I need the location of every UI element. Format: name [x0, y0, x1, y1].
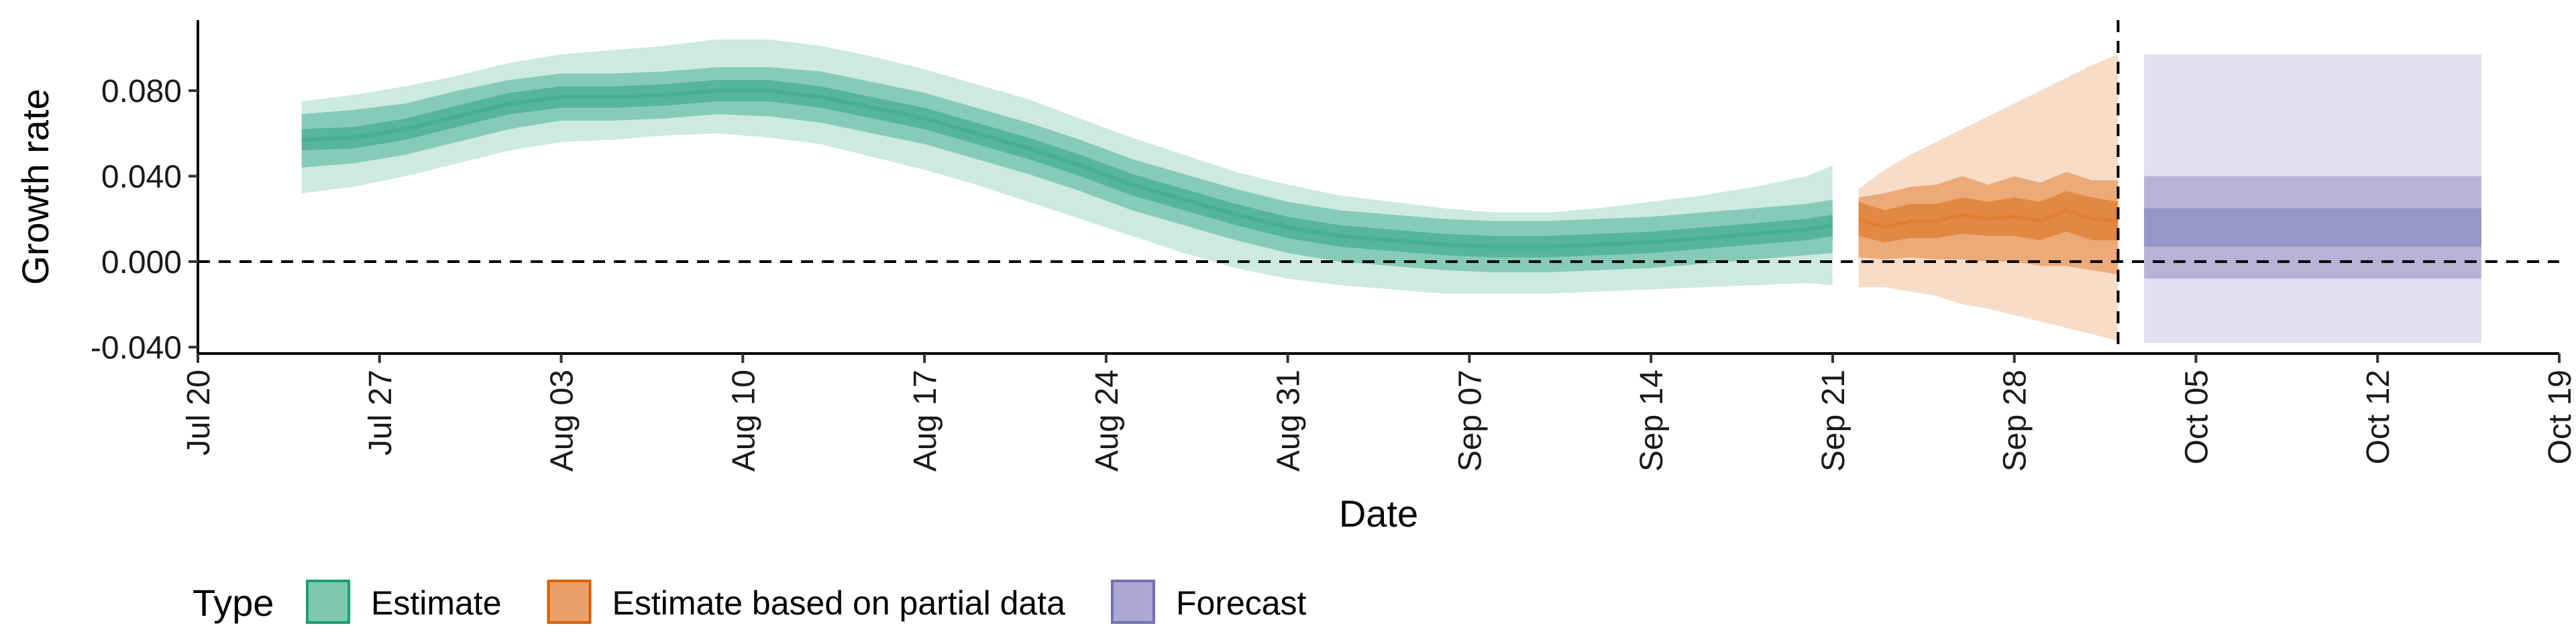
x-tick-label: Jul 20 [181, 370, 217, 455]
x-tick-label: Sep 07 [1452, 370, 1488, 472]
x-tick-label: Aug 24 [1089, 370, 1125, 472]
legend-title: Type [193, 582, 274, 624]
x-axis-title: Date [1339, 492, 1418, 535]
y-tick-label: 0.000 [101, 245, 182, 280]
estimate-inner-band [301, 80, 1833, 258]
y-tick-label: -0.040 [91, 330, 182, 366]
x-tick-label: Oct 05 [2179, 370, 2214, 464]
estimate-based-on-partial-data-outer-band [1858, 54, 2118, 341]
forecast-outer-band [2144, 54, 2481, 343]
x-tick-label: Sep 28 [1998, 370, 2033, 472]
estimate-median-line [301, 89, 1833, 249]
x-tick-label: Aug 10 [726, 370, 761, 472]
legend-label-estimate: Estimate [371, 584, 502, 622]
legend: Type Estimate Estimate based on partial d… [193, 580, 1307, 624]
legend-swatch-forecast [1110, 580, 1155, 624]
x-tick-label: Sep 21 [1816, 370, 1851, 472]
uncertainty-bands [301, 39, 2481, 343]
estimate-outer-band [301, 39, 1833, 294]
y-tick-label: 0.080 [101, 74, 182, 109]
forecast-inner-band [2144, 208, 2481, 247]
x-tick-label: Oct 19 [2542, 370, 2576, 464]
estimate-based-on-partial-data-inner-band [1858, 191, 2118, 243]
legend-swatch-estimate [306, 580, 350, 624]
x-tick-label: Oct 12 [2361, 370, 2396, 464]
reference-lines [198, 20, 2559, 354]
x-tick-label: Jul 27 [363, 370, 398, 455]
legend-label-estimate-based-on-partial-data: Estimate based on partial data [612, 584, 1066, 622]
legend-swatch-estimate-based-on-partial-data [547, 580, 592, 624]
x-tick-label: Aug 31 [1271, 370, 1307, 472]
median-lines [301, 89, 2118, 249]
legend-label-forecast: Forecast [1176, 584, 1307, 622]
axes: -0.040 0.000 0.040 0.080 Jul 20 Jul 27 Aug 03 A… [91, 20, 2576, 472]
estimate-mid-band [301, 67, 1833, 272]
x-tick-label: Aug 03 [545, 370, 580, 472]
x-tick-label: Sep 14 [1634, 370, 1670, 472]
estimate-based-on-partial-data-median-line [1858, 208, 2118, 230]
legend-items: Estimate Estimate based on partial data Fo… [306, 580, 1307, 624]
y-tick-label: 0.040 [101, 160, 182, 195]
estimate-based-on-partial-data-mid-band [1858, 172, 2118, 275]
y-axis-title: Growth rate [14, 89, 56, 285]
x-tick-label: Aug 17 [908, 370, 943, 472]
